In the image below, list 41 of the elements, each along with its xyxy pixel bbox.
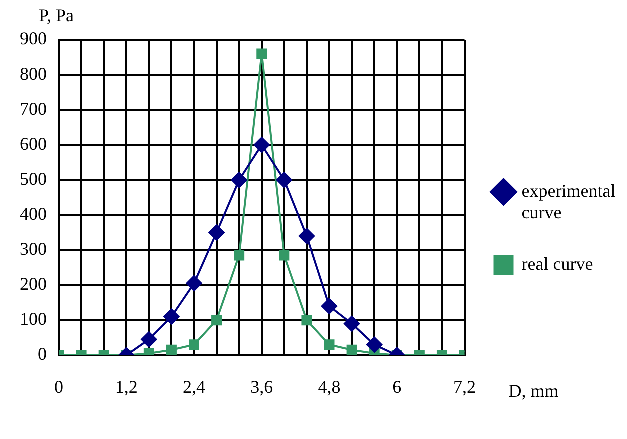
point [186,276,202,292]
y-tick-label: 300 [20,239,47,259]
point [298,228,315,244]
x-tick-label: 1,2 [115,376,138,397]
x-axis-title: D, mm [508,381,559,402]
point [234,250,245,261]
point [279,250,290,261]
point [302,315,312,326]
point [322,298,338,314]
x-tick-label: 3,6 [250,376,274,397]
x-tick-label: 6 [392,376,402,397]
point [344,316,360,332]
y-tick-label: 600 [20,134,47,154]
point [324,340,335,350]
legend-label: real curve [522,254,594,274]
point [141,332,158,348]
point [254,137,270,154]
point [166,344,177,356]
y-tick-label: 900 [20,28,47,49]
x-tick-label: 4,8 [318,376,341,397]
point [256,48,268,60]
point [231,172,248,188]
point [189,340,200,350]
y-axis-title: P, Pa [39,6,74,26]
point [366,336,383,353]
legend-label: experimental curve [522,180,616,222]
y-tick-label: 200 [20,274,47,294]
point [164,308,180,325]
point [276,172,292,188]
y-tick-label: 700 [20,98,47,119]
x-tick-label: 0 [54,376,64,397]
x-tick-label: 2,4 [183,376,206,397]
y-tick-label: 500 [20,168,47,189]
point [208,224,225,241]
y-tick-label: 400 [20,204,47,224]
y-tick-label: 800 [20,64,47,84]
point [212,315,222,326]
x-tick-label: 7,2 [454,376,476,397]
point [346,344,358,356]
y-tick-label: 100 [20,309,47,330]
y-tick-label: 0 [38,344,47,364]
